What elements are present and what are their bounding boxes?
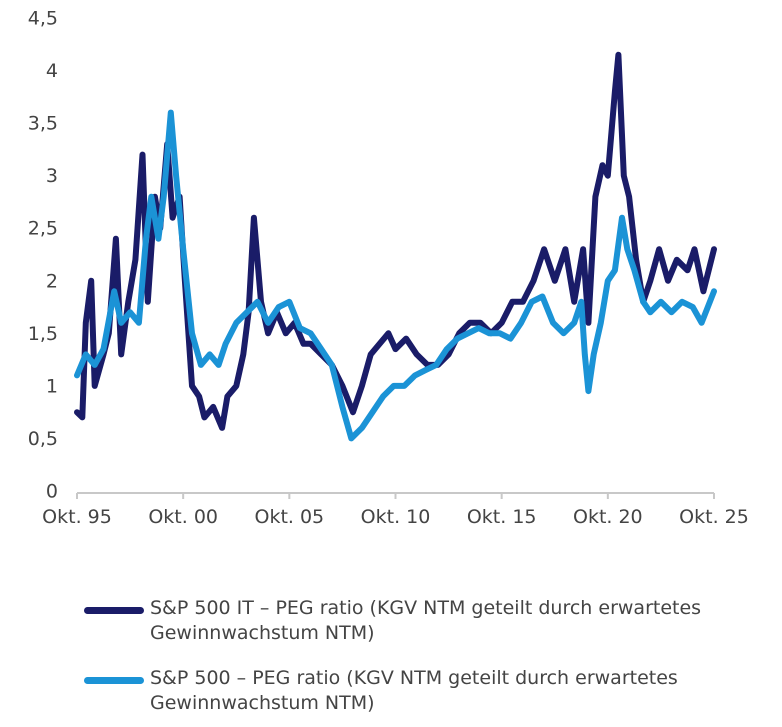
x-tick-label: Okt. 05 <box>254 506 324 528</box>
y-tick-label: 0 <box>46 481 58 503</box>
y-axis: 0 0,5 1 1,5 2 2,5 3 3,5 4 4,5 <box>28 8 58 503</box>
y-tick-label: 1 <box>46 375 58 397</box>
x-tick-label: Okt. 10 <box>361 506 431 528</box>
y-tick-label: 4,5 <box>28 8 58 30</box>
series-line-sp500-it <box>74 51 717 431</box>
x-tick-label: Okt. 15 <box>467 506 537 528</box>
y-tick-label: 1,5 <box>28 323 58 345</box>
legend-swatch-sp500-it <box>84 607 144 614</box>
x-tick-label: Okt. 00 <box>148 506 218 528</box>
x-tick-label: Okt. 20 <box>573 506 643 528</box>
y-tick-label: 3,5 <box>28 113 58 135</box>
y-tick-label: 3 <box>46 165 58 187</box>
x-axis: Okt. 95 Okt. 00 Okt. 05 Okt. 10 Okt. 15 Okt. … <box>42 492 749 528</box>
plot-area <box>74 51 717 442</box>
y-tick-label: 0,5 <box>28 428 58 450</box>
y-tick-label: 2 <box>46 270 58 292</box>
x-tick-label: Okt. 25 <box>679 506 749 528</box>
x-tick-label: Okt. 95 <box>42 506 112 528</box>
legend-item-sp500-it: S&P 500 IT – PEG ratio (KGV NTM geteilt … <box>84 596 710 646</box>
y-tick-label: 2,5 <box>28 218 58 240</box>
legend-item-sp500: S&P 500 – PEG ratio (KGV NTM geteilt dur… <box>84 666 710 716</box>
legend-label-sp500: S&P 500 – PEG ratio (KGV NTM geteilt dur… <box>150 667 678 714</box>
legend-label-sp500-it: S&P 500 IT – PEG ratio (KGV NTM geteilt … <box>150 597 702 644</box>
y-tick-label: 4 <box>46 60 58 82</box>
legend-swatch-sp500 <box>84 677 144 684</box>
series-line-sp500 <box>74 109 717 442</box>
